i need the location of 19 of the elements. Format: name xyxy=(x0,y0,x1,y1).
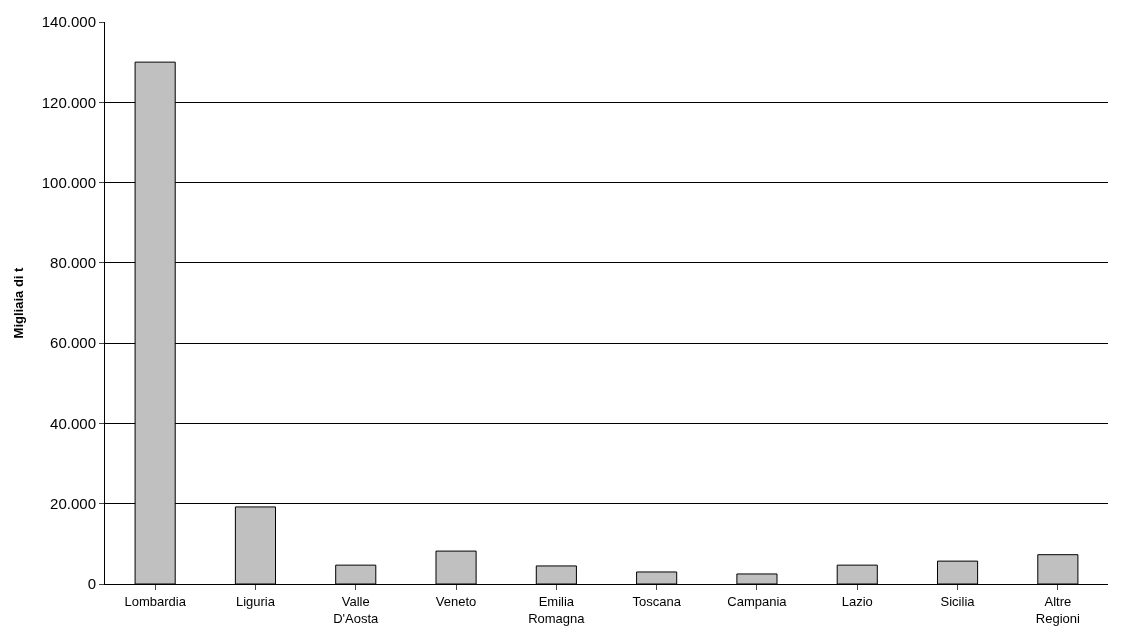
x-tick-label: Lazio xyxy=(841,593,873,609)
x-tick-label: Liguria xyxy=(235,593,276,609)
y-tick-label: 80.000 xyxy=(50,254,96,272)
x-tick-label: Sicilia xyxy=(940,593,976,609)
x-tick-label: Emilia Romagna xyxy=(528,593,586,626)
y-tick-label: 140.000 xyxy=(41,13,96,31)
x-tick-label: Veneto xyxy=(435,593,477,609)
x-tick-label: Valle D'Aosta xyxy=(333,593,380,626)
y-tick-label: 100.000 xyxy=(41,173,96,191)
x-tick-label: Lombardia xyxy=(124,593,187,609)
y-axis-title: Migliaia di t xyxy=(10,266,26,339)
x-tick-label: Campania xyxy=(727,593,788,609)
y-tick-label: 20.000 xyxy=(50,494,96,512)
x-tick-label: Altre Regioni xyxy=(1035,593,1080,626)
y-tick-label: 60.000 xyxy=(50,334,96,352)
x-tick-label: Toscana xyxy=(632,593,682,609)
y-tick-label: 120.000 xyxy=(41,93,96,111)
y-tick-label: 40.000 xyxy=(50,414,96,432)
y-tick-label: 0 xyxy=(87,575,96,593)
